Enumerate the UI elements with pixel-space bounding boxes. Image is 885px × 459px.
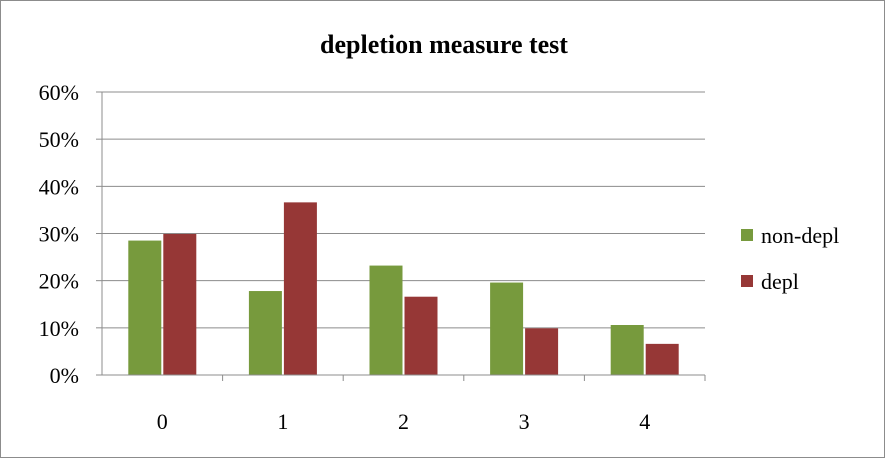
legend-swatch — [741, 275, 753, 287]
y-tick-label: 50% — [39, 127, 79, 152]
x-tick-label: 2 — [398, 409, 409, 434]
bar-depl-4 — [645, 343, 679, 375]
bars — [128, 202, 679, 375]
y-tick-label: 0% — [50, 363, 79, 388]
legend-label: depl — [761, 269, 799, 294]
axes — [101, 92, 705, 376]
bar-depl-3 — [525, 328, 559, 375]
x-tick-label: 0 — [157, 409, 168, 434]
y-tick-label: 40% — [39, 174, 79, 199]
legend-label: non-depl — [761, 223, 839, 248]
bar-depl-1 — [283, 202, 317, 375]
bar-non-depl-4 — [610, 325, 644, 375]
y-axis-ticks: 0% 10% 20% 30% 40% 50% 60% — [39, 80, 102, 388]
y-tick-label: 20% — [39, 269, 79, 294]
legend: non-depl depl — [741, 223, 839, 294]
legend-swatch — [741, 229, 753, 241]
chart-title: depletion measure test — [320, 30, 568, 59]
bar-non-depl-1 — [248, 291, 282, 375]
grid-lines — [102, 91, 705, 329]
bar-depl-0 — [163, 233, 197, 375]
bar-depl-2 — [404, 296, 438, 375]
x-tick-label: 4 — [639, 409, 650, 434]
bar-non-depl-3 — [490, 282, 524, 375]
x-axis-ticks: 0 1 2 3 4 — [157, 375, 706, 434]
y-tick-label: 30% — [39, 222, 79, 247]
x-tick-label: 3 — [519, 409, 530, 434]
bar-non-depl-0 — [128, 240, 162, 375]
bar-non-depl-2 — [369, 265, 403, 375]
y-tick-label: 60% — [39, 80, 79, 105]
x-tick-label: 1 — [277, 409, 288, 434]
y-tick-label: 10% — [39, 316, 79, 341]
